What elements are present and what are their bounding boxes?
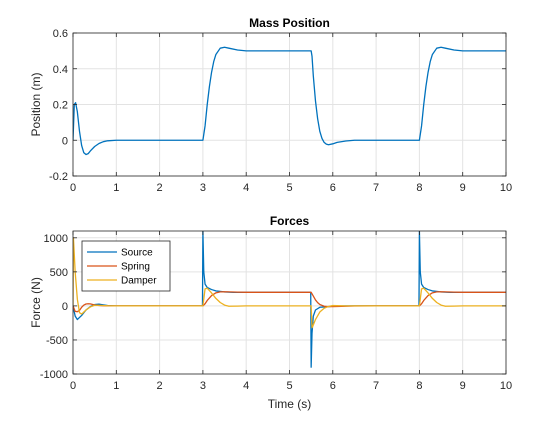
forces-x-tick-label: 9	[460, 380, 466, 392]
forces-axes: 0 1 2 3 4 5 6 7 8 9 10 -1000 -500 0 500 1000 Forces Force…	[29, 214, 512, 411]
position-x-tick-label: 2	[157, 182, 163, 194]
position-x-tick-label: 0	[70, 182, 76, 194]
forces-x-tick-label: 6	[330, 380, 336, 392]
legend-label-spring: Spring	[121, 262, 150, 273]
legend-label-source: Source	[121, 248, 153, 259]
forces-x-tick-label: 8	[416, 380, 422, 392]
forces-y-label: Force (N)	[29, 277, 43, 328]
position-x-tick-label: 6	[330, 182, 336, 194]
position-x-tick-label: 4	[243, 182, 249, 194]
position-series-group	[73, 46, 506, 156]
forces-x-tick-label: 1	[113, 380, 119, 392]
forces-y-tick-label: 0	[62, 301, 68, 313]
forces-x-tick-label: 4	[243, 380, 249, 392]
forces-y-tick-label: 1000	[44, 233, 68, 245]
position-x-tick-label: 7	[373, 182, 379, 194]
position-y-tick-label: 0.4	[53, 64, 68, 76]
position-x-tick-label: 3	[200, 182, 206, 194]
position-y-tick-label: 0.6	[53, 28, 68, 40]
forces-series-group	[73, 231, 506, 368]
forces-x-tick-label: 0	[70, 380, 76, 392]
forces-x-tick-label: 3	[200, 380, 206, 392]
forces-x-tick-label: 2	[157, 380, 163, 392]
forces-x-tick-label: 7	[373, 380, 379, 392]
position-x-tick-label: 5	[286, 182, 292, 194]
forces-x-label: Time (s)	[268, 397, 312, 411]
forces-series-spring	[73, 291, 506, 313]
position-title: Mass Position	[249, 16, 330, 30]
forces-y-tick-label: -500	[46, 335, 68, 347]
forces-y-tick-label: 500	[50, 267, 68, 279]
position-y-tick-label: 0.2	[53, 100, 68, 112]
forces-legend: Source Spring Damper	[81, 240, 171, 292]
position-x-tick-label: 10	[500, 182, 512, 194]
position-y-tick-label: -0.2	[49, 171, 68, 183]
forces-y-tick-label: -1000	[40, 369, 68, 381]
position-x-tick-label: 8	[416, 182, 422, 194]
position-y-label: Position (m)	[29, 72, 43, 136]
position-series-line	[73, 46, 506, 156]
legend-label-damper: Damper	[121, 276, 157, 287]
forces-series-damper	[73, 237, 506, 329]
position-x-tick-label: 9	[460, 182, 466, 194]
forces-x-tick-label: 10	[500, 380, 512, 392]
position-y-tick-label: 0	[62, 135, 68, 147]
forces-title: Forces	[270, 214, 310, 228]
forces-x-tick-label: 5	[286, 380, 292, 392]
position-x-tick-label: 1	[113, 182, 119, 194]
